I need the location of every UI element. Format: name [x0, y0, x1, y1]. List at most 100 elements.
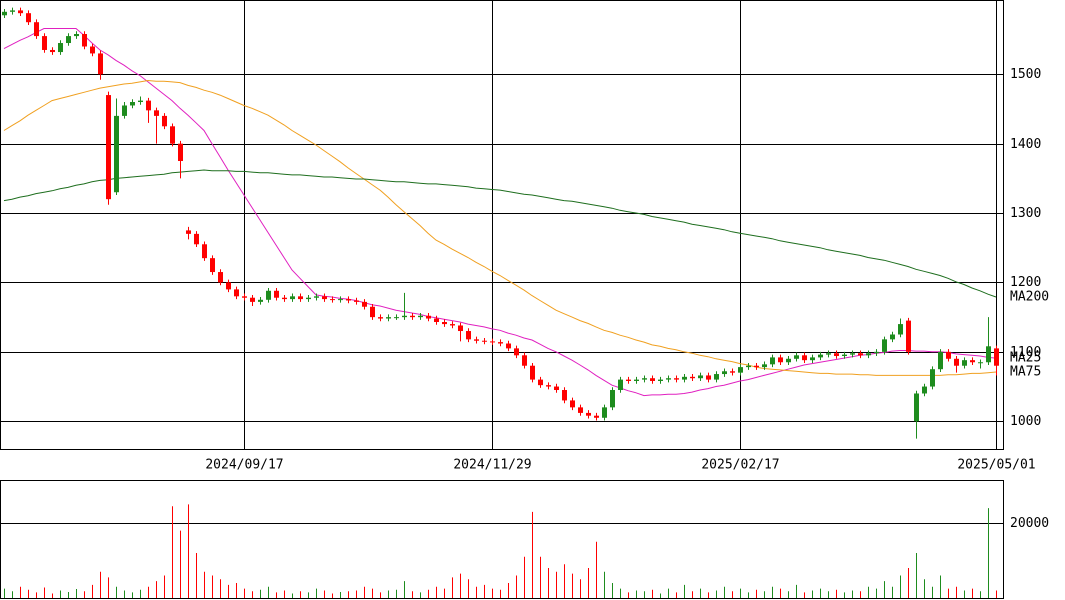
candle-body	[234, 289, 239, 297]
legend-label: MA25	[1010, 351, 1041, 366]
candle-body	[922, 386, 927, 394]
candle-body	[914, 393, 919, 422]
candle-body	[674, 378, 679, 380]
candle-body	[850, 353, 855, 355]
candle-body	[394, 317, 399, 319]
candle-body	[778, 357, 783, 363]
candle-body	[314, 296, 319, 298]
candle-body	[402, 315, 407, 318]
candle-body	[250, 297, 255, 302]
candle-body	[378, 317, 383, 319]
candle-body	[298, 296, 303, 300]
candle-body	[666, 378, 671, 380]
candle-body	[978, 362, 983, 364]
candle-body	[810, 357, 815, 361]
candle-body	[586, 412, 591, 416]
candle-body	[354, 300, 359, 302]
candle-body	[386, 317, 391, 319]
candle-body	[738, 367, 743, 373]
candle-body	[610, 390, 615, 408]
moving-average-line	[3, 169, 997, 298]
candle-body	[698, 375, 703, 379]
candle-body	[658, 379, 663, 381]
candle-body	[138, 100, 143, 103]
candle-body	[154, 110, 159, 116]
candle-body	[530, 365, 535, 380]
candle-body	[826, 353, 831, 355]
volume-bars	[4, 504, 997, 598]
candle-body	[58, 43, 63, 53]
candle-body	[130, 102, 135, 106]
candle-body	[170, 126, 175, 144]
candle-body	[746, 365, 751, 368]
candle-body	[74, 34, 79, 37]
candle-body	[186, 230, 191, 234]
candle-body	[938, 351, 943, 370]
x-tick-label: 2024/09/17	[205, 458, 283, 473]
y-tick-label: 1500	[1010, 67, 1041, 82]
labels: 1000 1100 1200 1300 1400 1500 20000 2024/09/17 2…	[205, 67, 1049, 531]
y-tick-label: 1000	[1010, 414, 1041, 429]
y-tick-label: 1300	[1010, 206, 1041, 221]
moving-averages	[3, 28, 997, 397]
candle-body	[874, 351, 879, 354]
candle-body	[618, 379, 623, 391]
price-panel-frame	[0, 0, 1004, 450]
candle-body	[330, 299, 335, 301]
candle-body	[818, 354, 823, 358]
candle-body	[474, 339, 479, 341]
candle-body	[218, 272, 223, 283]
candle-body	[578, 407, 583, 413]
candle-body	[370, 306, 375, 318]
candle-body	[562, 390, 567, 401]
candle-body	[970, 360, 975, 363]
candle-body	[626, 379, 631, 381]
candle-body	[858, 353, 863, 356]
candle-body	[786, 358, 791, 363]
candle-body	[282, 297, 287, 300]
candle-body	[410, 315, 415, 318]
candle-body	[418, 315, 423, 318]
candle-body	[122, 105, 127, 116]
candle-body	[762, 364, 767, 368]
candle-body	[706, 375, 711, 380]
candle-body	[842, 354, 847, 357]
candle-body	[434, 318, 439, 323]
candle-body	[866, 353, 871, 356]
candle-body	[490, 341, 495, 343]
candle-body	[210, 258, 215, 273]
y-tick-label: 1100	[1010, 345, 1041, 360]
candle-body	[986, 346, 991, 363]
candle-body	[682, 376, 687, 380]
candle-body	[954, 358, 959, 366]
moving-average-line	[3, 79, 997, 376]
candle-body	[506, 343, 511, 349]
y-tick-label: 1400	[1010, 137, 1041, 152]
grid	[0, 0, 1003, 524]
candle-body	[50, 49, 55, 53]
candle-body	[722, 371, 727, 375]
candle-body	[42, 36, 47, 50]
volume-panel-frame	[0, 480, 1004, 599]
volume-tick-label: 20000	[1010, 516, 1049, 531]
candle-body	[458, 325, 463, 332]
candle-body	[202, 244, 207, 259]
candle-body	[730, 371, 735, 373]
candle-body	[834, 353, 839, 357]
candle-body	[890, 334, 895, 340]
candle-body	[554, 386, 559, 391]
candle-body	[162, 115, 167, 127]
candle-body	[66, 36, 71, 44]
candle-body	[98, 53, 103, 75]
candle-body	[322, 296, 327, 300]
x-tick-label: 2025/02/17	[701, 458, 779, 473]
candle-body	[226, 282, 231, 290]
candle-body	[930, 369, 935, 387]
candle-body	[522, 355, 527, 366]
candle-body	[906, 320, 911, 352]
candle-body	[898, 324, 903, 335]
legend-label: MA200	[1010, 290, 1049, 305]
candle-body	[306, 297, 311, 300]
